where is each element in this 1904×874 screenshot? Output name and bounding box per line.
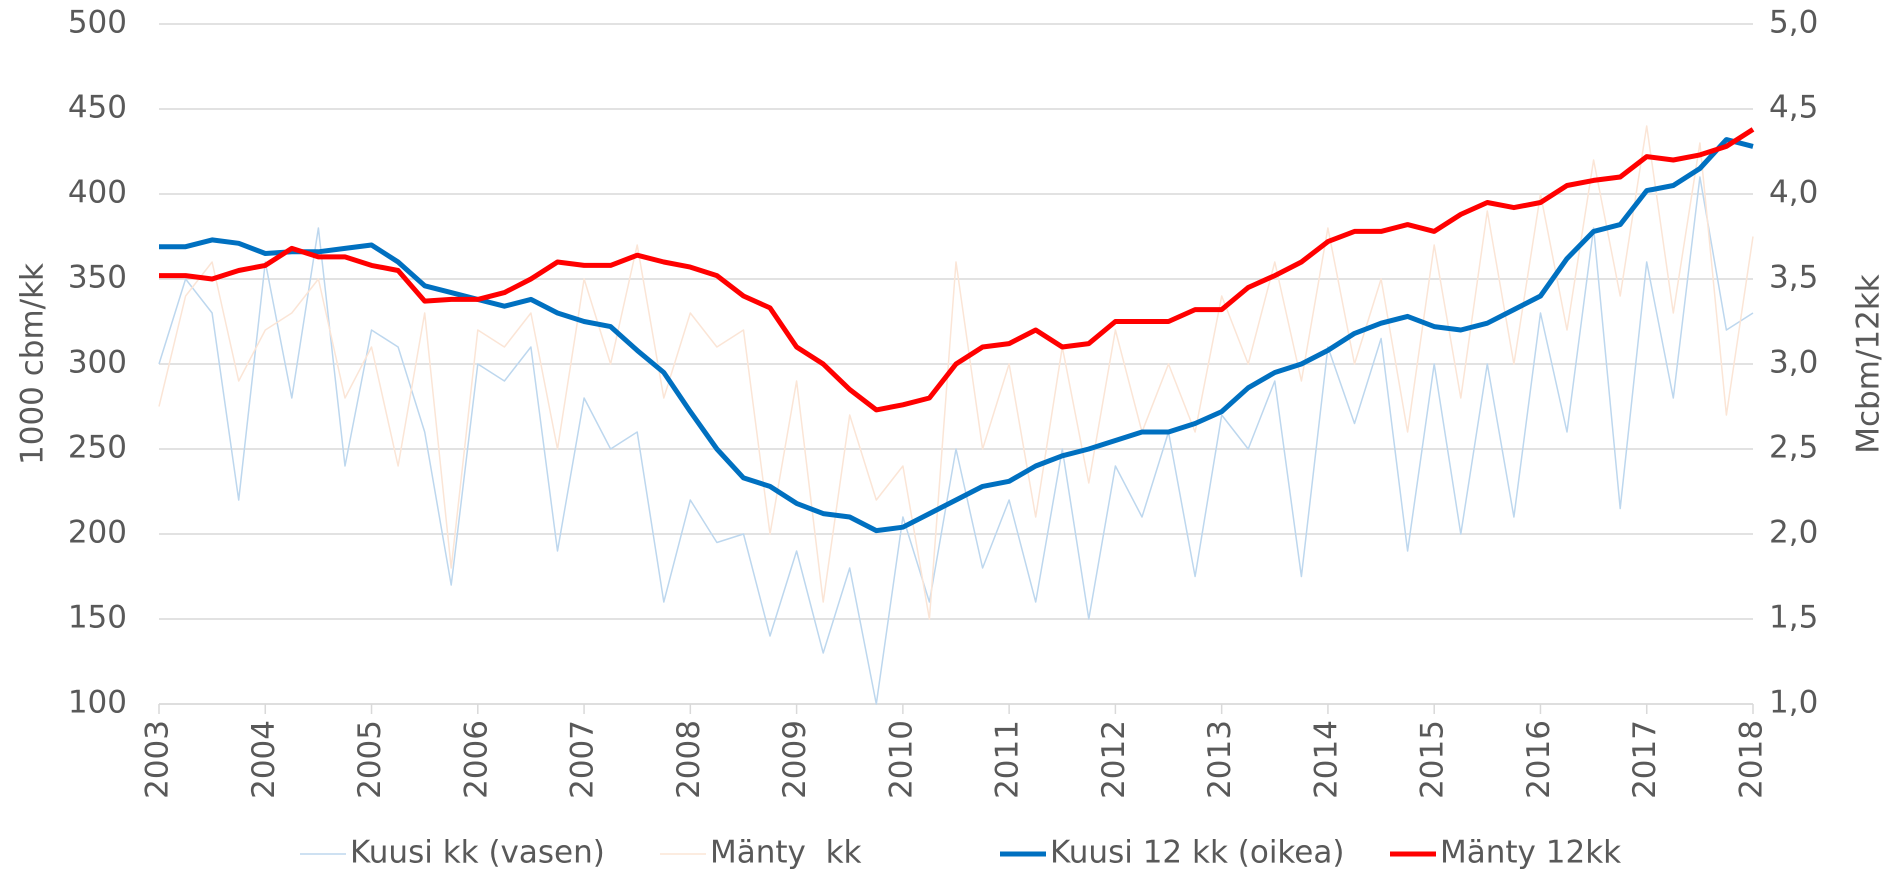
y-tick-label: 450	[68, 90, 127, 126]
x-tick-label: 2018	[1734, 720, 1770, 799]
x-tick-label: 2008	[671, 720, 707, 799]
x-tick-label: 2014	[1308, 720, 1344, 799]
x-tick-label: 2006	[458, 720, 494, 799]
y2-tick-label: 4,5	[1769, 90, 1818, 126]
x-tick-label: 2003	[140, 720, 176, 799]
x-tick-label: 2005	[352, 720, 388, 799]
y2-tick-label: 5,0	[1769, 5, 1818, 41]
x-tick-label: 2011	[990, 720, 1026, 799]
y-tick-label: 500	[68, 5, 127, 41]
x-tick-label: 2004	[246, 720, 282, 799]
y-tick-label: 400	[68, 175, 127, 211]
series-line	[159, 127, 1755, 413]
x-tick-label: 2017	[1627, 720, 1663, 799]
y2-tick-label: 1,0	[1769, 685, 1818, 721]
y-axis-title: 1000 cbm/kk	[15, 263, 51, 465]
y2-tick-label: 2,0	[1769, 515, 1818, 551]
y-tick-label: 150	[68, 600, 127, 636]
x-tick-label: 2015	[1415, 720, 1451, 799]
series-line	[158, 176, 1754, 705]
x-tick-label: 2010	[883, 720, 919, 799]
y2-axis-title: Mcbm/12kk	[1851, 274, 1887, 454]
legend-label: Kuusi kk (vasen)	[350, 835, 605, 871]
legend-label: Mänty 12kk	[1440, 835, 1621, 871]
y-tick-label: 100	[68, 685, 127, 721]
y2-tick-label: 3,0	[1769, 345, 1818, 381]
y2-tick-label: 3,5	[1769, 260, 1818, 296]
y2-tick-label: 4,0	[1769, 175, 1818, 211]
legend-label: Mänty kk	[710, 835, 862, 871]
y-tick-label: 250	[68, 430, 127, 466]
y2-tick-label: 2,5	[1769, 430, 1818, 466]
series-line	[158, 125, 1754, 620]
x-tick-label: 2016	[1521, 720, 1557, 799]
y-tick-label: 300	[68, 345, 127, 381]
y2-tick-label: 1,5	[1769, 600, 1818, 636]
legend-label: Kuusi 12 kk (oikea)	[1050, 835, 1344, 871]
x-tick-label: 2007	[565, 720, 601, 799]
y-tick-label: 200	[68, 515, 127, 551]
y-tick-label: 350	[68, 260, 127, 296]
x-tick-label: 2012	[1096, 720, 1132, 799]
series-line	[159, 137, 1754, 534]
x-tick-label: 2013	[1202, 720, 1238, 799]
x-tick-label: 2009	[777, 720, 813, 799]
